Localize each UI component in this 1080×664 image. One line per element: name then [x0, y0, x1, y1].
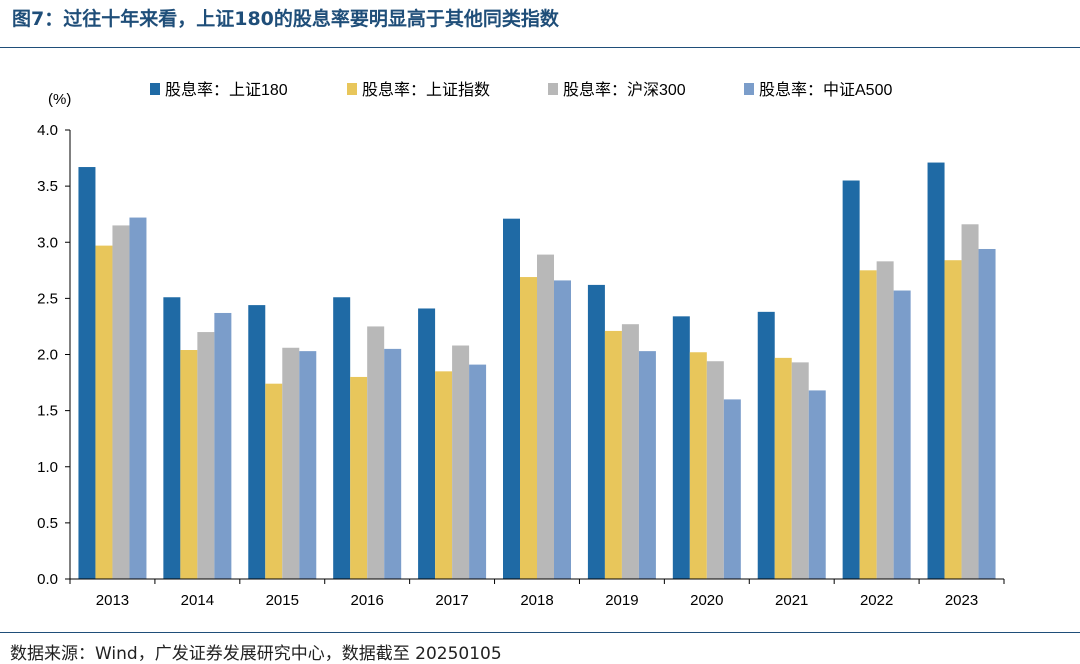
footer-divider: [0, 632, 1080, 633]
legend-swatch: [548, 83, 558, 95]
x-tick-label: 2016: [350, 592, 383, 609]
x-tick-label: 2021: [775, 592, 808, 609]
legend: 股息率：上证180 股息率：上证指数 股息率：沪深300 股息率：中证A500: [150, 81, 892, 99]
bar-2016-series-4: [384, 348, 402, 579]
y-tick-label: 0.5: [37, 515, 58, 532]
bars: [78, 162, 996, 580]
bar-2016-series-1: [333, 297, 351, 579]
bar-2019-series-1: [587, 284, 605, 579]
bar-2015-series-4: [299, 351, 317, 579]
x-tick-label: 2019: [605, 592, 638, 609]
source-note: 数据来源：Wind，广发证券发展研究中心，数据截至 20250105: [10, 644, 502, 664]
legend-label: 股息率：上证180: [165, 81, 288, 99]
bar-2015-series-1: [248, 305, 266, 579]
legend-swatch: [347, 83, 357, 95]
x-tick-label: 2014: [181, 592, 214, 609]
x-axis: 2013 2014 2015 2016 2017 2018 2019 2020 2021 2022…: [69, 578, 1005, 609]
y-tick-label: 2.5: [37, 290, 58, 307]
legend-label: 股息率：上证指数: [362, 81, 490, 99]
bar-2019-series-2: [604, 330, 622, 579]
bar-2023-series-3: [961, 224, 979, 580]
x-tick-label: 2018: [520, 592, 553, 609]
bar-2014-series-3: [197, 332, 215, 579]
y-axis-unit-label: (%): [48, 91, 71, 108]
bar-2017-series-4: [469, 364, 487, 579]
bar-chart: 股息率：上证180 股息率：上证指数 股息率：沪深300 股息率：中证A500 (%)…: [37, 81, 1005, 609]
chart-title: 图7：过往十年来看，上证180的股息率要明显高于其他同类指数: [12, 8, 559, 30]
y-tick-label: 1.5: [37, 403, 58, 420]
y-tick-label: 0.0: [37, 571, 58, 588]
y-axis: 0.0 0.5 1.0 1.5 2.0 2.5 3.0 3.5 4.0: [37, 122, 71, 588]
bar-2020-series-1: [672, 316, 690, 579]
bar-2022-series-1: [842, 180, 860, 579]
bar-2014-series-1: [163, 297, 181, 579]
y-tick-label: 3.0: [37, 234, 58, 251]
x-tick-label: 2015: [266, 592, 299, 609]
legend-label: 股息率：中证A500: [759, 81, 892, 99]
bar-2019-series-4: [638, 351, 656, 579]
bar-2013-series-1: [78, 167, 96, 579]
bar-2018-series-3: [537, 254, 554, 579]
x-tick-label: 2023: [945, 592, 978, 609]
bar-2021-series-4: [808, 390, 826, 579]
bar-2020-series-2: [689, 352, 707, 579]
bar-2018-series-4: [554, 280, 571, 579]
title-divider: [0, 47, 1080, 48]
legend-swatch: [150, 83, 160, 95]
bar-2022-series-4: [893, 290, 911, 579]
bar-2013-series-3: [112, 225, 130, 579]
bar-2020-series-4: [723, 399, 741, 579]
y-tick-label: 1.0: [37, 459, 58, 476]
bar-2015-series-3: [282, 347, 300, 579]
bar-2014-series-4: [214, 312, 232, 579]
legend-swatch: [744, 83, 754, 95]
bar-2015-series-2: [265, 383, 283, 579]
bar-2019-series-3: [621, 324, 639, 579]
bar-2020-series-3: [706, 361, 724, 579]
bar-2022-series-3: [876, 261, 894, 579]
y-tick-label: 4.0: [37, 122, 58, 139]
bar-2014-series-2: [180, 350, 198, 579]
y-tick-label: 2.0: [37, 347, 58, 364]
x-tick-label: 2017: [435, 592, 468, 609]
bar-2016-series-2: [350, 376, 368, 579]
legend-label: 股息率：沪深300: [563, 81, 686, 99]
bar-2018-series-2: [520, 277, 537, 579]
bar-2023-series-1: [927, 162, 945, 579]
y-tick-label: 3.5: [37, 178, 58, 195]
bar-2013-series-4: [129, 217, 147, 579]
bar-2023-series-2: [944, 260, 962, 579]
bar-2017-series-1: [418, 308, 436, 579]
bar-2016-series-3: [367, 326, 385, 579]
x-tick-label: 2022: [860, 592, 893, 609]
bar-2017-series-3: [452, 345, 470, 579]
bar-2021-series-1: [757, 311, 775, 579]
bar-2021-series-2: [774, 357, 792, 579]
bar-2021-series-3: [791, 362, 809, 579]
bar-2013-series-2: [95, 245, 113, 579]
x-tick-label: 2013: [96, 592, 129, 609]
bar-2017-series-2: [435, 371, 453, 579]
bar-2023-series-4: [978, 248, 996, 580]
bar-2022-series-2: [859, 270, 877, 579]
bar-2018-series-1: [503, 218, 520, 580]
x-tick-label: 2020: [690, 592, 723, 609]
